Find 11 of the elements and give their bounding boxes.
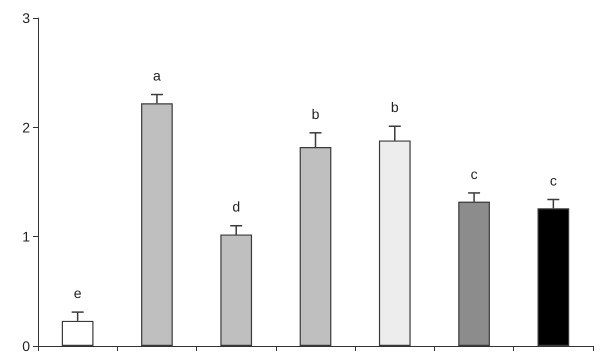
data-label: a [153, 68, 162, 84]
data-label: e [74, 285, 82, 302]
y-tick-label: 2 [22, 119, 30, 136]
data-label: b [312, 106, 320, 122]
data-label: d [232, 198, 240, 215]
data-label: c [550, 172, 557, 188]
data-label: c [470, 166, 478, 182]
y-tick-label: 0 [22, 338, 30, 354]
y-tick-label: 3 [22, 10, 30, 26]
y-tick-label: 1 [22, 228, 30, 245]
data-label: b [390, 99, 399, 116]
